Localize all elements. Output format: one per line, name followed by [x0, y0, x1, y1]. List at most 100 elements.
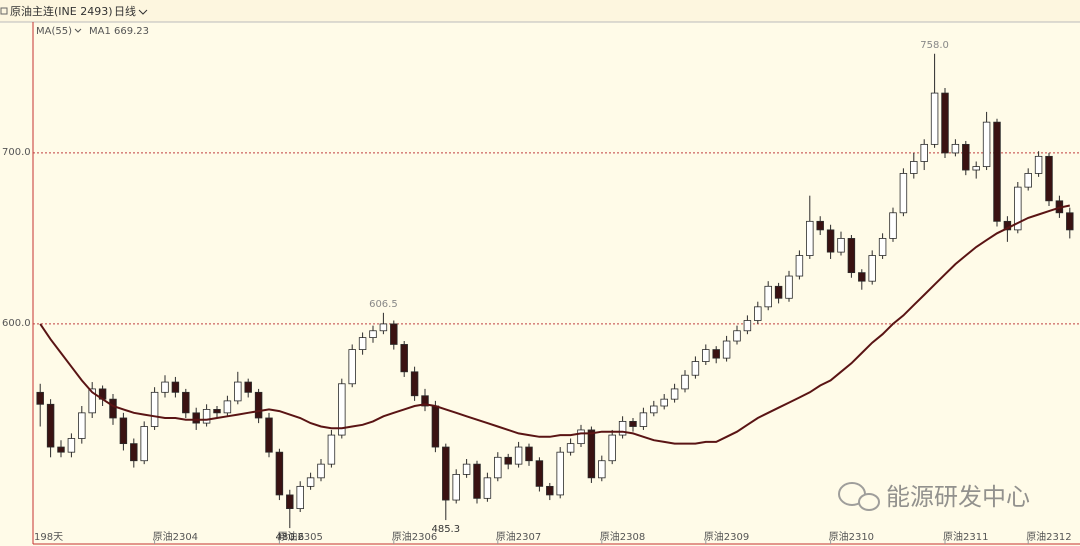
x-tick-label: 原油2312	[1026, 530, 1071, 543]
candle-body	[202, 409, 211, 424]
candle-body	[67, 438, 76, 453]
chart-title[interactable]: 原油主连(INE 2493)	[10, 4, 113, 18]
menu-icon[interactable]	[0, 7, 8, 15]
candle-body	[670, 388, 679, 400]
candle-body	[369, 330, 377, 339]
indicator[interactable]: MA(55)	[36, 26, 72, 37]
candle-body	[712, 349, 720, 359]
ma-line	[39, 204, 1071, 445]
x-tick-label: 原油2308	[600, 530, 645, 543]
candle-body	[587, 429, 596, 479]
candle-body	[338, 383, 346, 436]
candle-body	[930, 92, 939, 145]
candle-body	[254, 391, 263, 419]
candle-body	[650, 405, 658, 414]
x-tick-label: 原油2307	[496, 530, 541, 543]
candle-body	[234, 381, 242, 402]
candle-body	[618, 420, 627, 436]
candle-body	[171, 381, 180, 393]
candle-body	[462, 463, 471, 475]
candle-body	[1045, 155, 1053, 202]
candle-body	[348, 349, 356, 385]
candle-body	[494, 456, 502, 479]
y-tick-label: 600.0	[2, 318, 31, 329]
candle-body	[639, 412, 648, 427]
header-bar	[0, 0, 1080, 22]
candle-body	[275, 451, 284, 496]
candle-body	[213, 409, 221, 414]
candle-body	[442, 446, 450, 501]
x-tick-label: 原油2311	[943, 530, 988, 543]
candle-body	[629, 420, 637, 427]
candle-body	[982, 121, 991, 168]
candle-body	[826, 229, 835, 253]
candle-body	[473, 463, 481, 499]
dropdown-arrow[interactable]	[138, 9, 148, 15]
candle-body	[192, 412, 200, 424]
candle-body	[504, 456, 512, 465]
candle-body	[764, 285, 772, 308]
candle-body	[598, 460, 606, 479]
candle-body	[566, 443, 575, 453]
candle-body	[951, 143, 960, 154]
x-tick-label: 原油2304	[153, 530, 198, 543]
candle-body	[223, 400, 232, 414]
period[interactable]: 日线	[114, 4, 136, 18]
x-tick-label: 原油2310	[829, 530, 874, 543]
candle-body	[1024, 173, 1032, 188]
candle-body	[483, 477, 492, 499]
x-tick-label: 原油2309	[704, 530, 749, 543]
candle-body	[109, 398, 117, 419]
candle-body	[660, 398, 668, 407]
candle-body	[889, 212, 897, 239]
candle-body	[795, 255, 804, 277]
candle-body	[806, 220, 814, 256]
candle-body	[358, 337, 367, 350]
candle-body	[722, 340, 731, 359]
candle-body	[182, 391, 190, 414]
price-annotation: 606.5	[369, 299, 398, 310]
candle-body	[899, 173, 908, 214]
candle-body	[244, 381, 252, 393]
candle-body	[837, 238, 845, 253]
candle-body	[920, 143, 928, 162]
watermark: 能源研发中心	[838, 482, 1030, 511]
price-annotation: 480.6	[275, 532, 304, 543]
candle-body	[858, 272, 866, 282]
candle-body	[868, 255, 876, 282]
candle-body	[400, 344, 408, 373]
candle-body	[46, 403, 55, 448]
candle-body	[1066, 212, 1074, 231]
candle-body	[816, 220, 824, 231]
candle-body	[390, 323, 398, 345]
candle-body	[421, 395, 429, 407]
candle-body	[140, 426, 148, 462]
candle-body	[556, 451, 564, 496]
candle-body	[941, 92, 949, 154]
x-tick-label: 原油2305	[277, 530, 322, 543]
candle-body	[702, 349, 710, 362]
candle-body	[1034, 155, 1043, 174]
candle-body	[410, 371, 419, 397]
candle-body	[546, 485, 554, 496]
candle-body	[306, 477, 315, 487]
candle-body	[265, 417, 273, 453]
candle-body	[431, 405, 440, 448]
candle-body	[754, 306, 762, 321]
candle-body	[608, 434, 616, 462]
candle-body	[535, 460, 544, 487]
candle-body	[993, 121, 1001, 222]
dropdown-arrow[interactable]	[74, 28, 82, 33]
candle-body	[317, 463, 325, 479]
candle-body	[296, 485, 304, 510]
candle-body	[379, 323, 388, 332]
candle-body	[785, 275, 793, 299]
candle-body	[774, 285, 783, 299]
price-annotation: 485.3	[431, 524, 460, 535]
candle-body	[88, 388, 96, 414]
candle-body	[36, 391, 44, 405]
candle-body	[525, 446, 533, 462]
